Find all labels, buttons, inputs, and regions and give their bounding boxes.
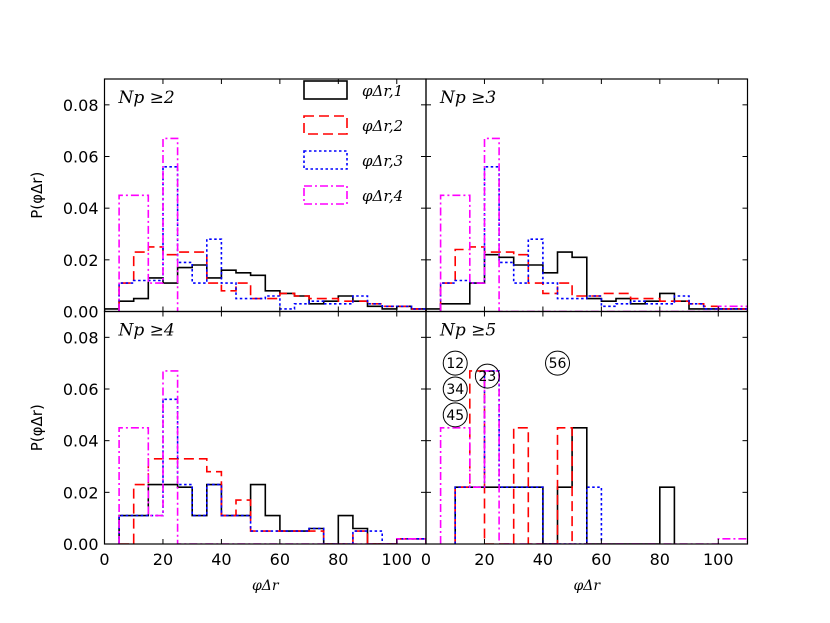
- y-axis-label: P(φΔr): [28, 172, 46, 219]
- y-tick-label: 0.08: [63, 96, 99, 115]
- panel-4: 0 20 40 60 80 100 Np ≥5 12 23 34 45 56 φΔr: [421, 310, 749, 594]
- hist-4-series-3: [454, 370, 603, 544]
- panel-3: 0 20 40 60 80 100 0.00 0.02 0.04 0.06 0.08 Np ≥4 P(φ…: [28, 310, 427, 594]
- x-tick-label: 0: [421, 550, 431, 569]
- annotation-label: 12: [446, 356, 464, 372]
- legend-swatch-2: [303, 115, 348, 135]
- panel-title: Np ≥3: [439, 88, 496, 108]
- legend-label-3: φΔr,3: [362, 152, 403, 170]
- annotation-circle: [442, 376, 468, 402]
- panel-2: Np ≥3: [425, 78, 749, 313]
- legend-swatch-3: [303, 150, 348, 170]
- annotation-label: 34: [446, 382, 464, 398]
- hist-4-series-4: [439, 370, 748, 544]
- legend-label-2: φΔr,2: [362, 117, 403, 135]
- x-tick-label: 60: [270, 550, 290, 569]
- y-tick-label: 0.00: [63, 303, 99, 322]
- legend-label-1: φΔr,1: [362, 82, 403, 100]
- x-tick-label: 80: [328, 550, 348, 569]
- hist-3-series-2: [119, 458, 426, 544]
- y-tick-label: 0.02: [63, 251, 99, 270]
- legend-swatch-4: [303, 185, 348, 205]
- annotation-circle: [442, 402, 468, 428]
- x-tick-label: 40: [211, 550, 231, 569]
- x-tick-label: 100: [703, 550, 734, 569]
- x-tick-label: 60: [591, 550, 611, 569]
- y-tick-label: 0.06: [63, 148, 99, 167]
- panel-title: Np ≥4: [118, 321, 175, 341]
- y-tick-label: 0.04: [63, 199, 99, 218]
- hist-1-series-4: [118, 137, 179, 312]
- hist-3-series-1: [118, 483, 426, 544]
- y-tick-label: 0.04: [63, 432, 99, 451]
- hist-2-series-1: [426, 251, 748, 312]
- hist-3-series-3: [118, 398, 426, 544]
- panel-title: Np ≥5: [439, 321, 496, 341]
- y-tick-label: 0.06: [63, 380, 99, 399]
- panel-frame: [425, 310, 749, 545]
- annotation-circle: [442, 350, 468, 376]
- x-tick-label: 20: [474, 550, 494, 569]
- annotation-circle: [545, 350, 571, 376]
- x-tick-label: 20: [153, 550, 173, 569]
- legend: φΔr,1 φΔr,2 φΔr,3 φΔr,4: [303, 80, 403, 205]
- hist-2-series-3: [439, 166, 748, 312]
- x-axis-label: φΔr: [252, 578, 280, 594]
- hist-1-series-1: [104, 264, 426, 312]
- hist-4-series-1: [454, 427, 676, 544]
- x-axis-label: φΔr: [573, 578, 601, 594]
- annotation-label: 45: [446, 408, 464, 424]
- annotation-label: 23: [478, 369, 496, 385]
- hist-1-series-2: [118, 246, 426, 312]
- x-tick-label: 0: [99, 550, 109, 569]
- annotation-label: 56: [549, 356, 567, 372]
- legend-swatch-1: [303, 80, 348, 100]
- y-tick-label: 0.08: [63, 328, 99, 347]
- x-tick-label: 80: [650, 550, 670, 569]
- y-tick-label: 0.00: [63, 535, 99, 554]
- panel-title: Np ≥2: [118, 88, 175, 108]
- hist-1-series-3: [118, 166, 426, 312]
- hist-2-series-4: [439, 137, 748, 312]
- x-tick-label: 40: [533, 550, 553, 569]
- hist-4-series-2: [454, 370, 573, 544]
- hist-2-series-2: [439, 246, 748, 312]
- annotation-circle: [474, 363, 500, 389]
- y-axis-label: P(φΔr): [28, 404, 46, 451]
- legend-label-4: φΔr,4: [362, 187, 403, 205]
- y-tick-label: 0.02: [63, 483, 99, 502]
- x-tick-label: 100: [381, 550, 412, 569]
- hist-3-series-4: [118, 370, 426, 544]
